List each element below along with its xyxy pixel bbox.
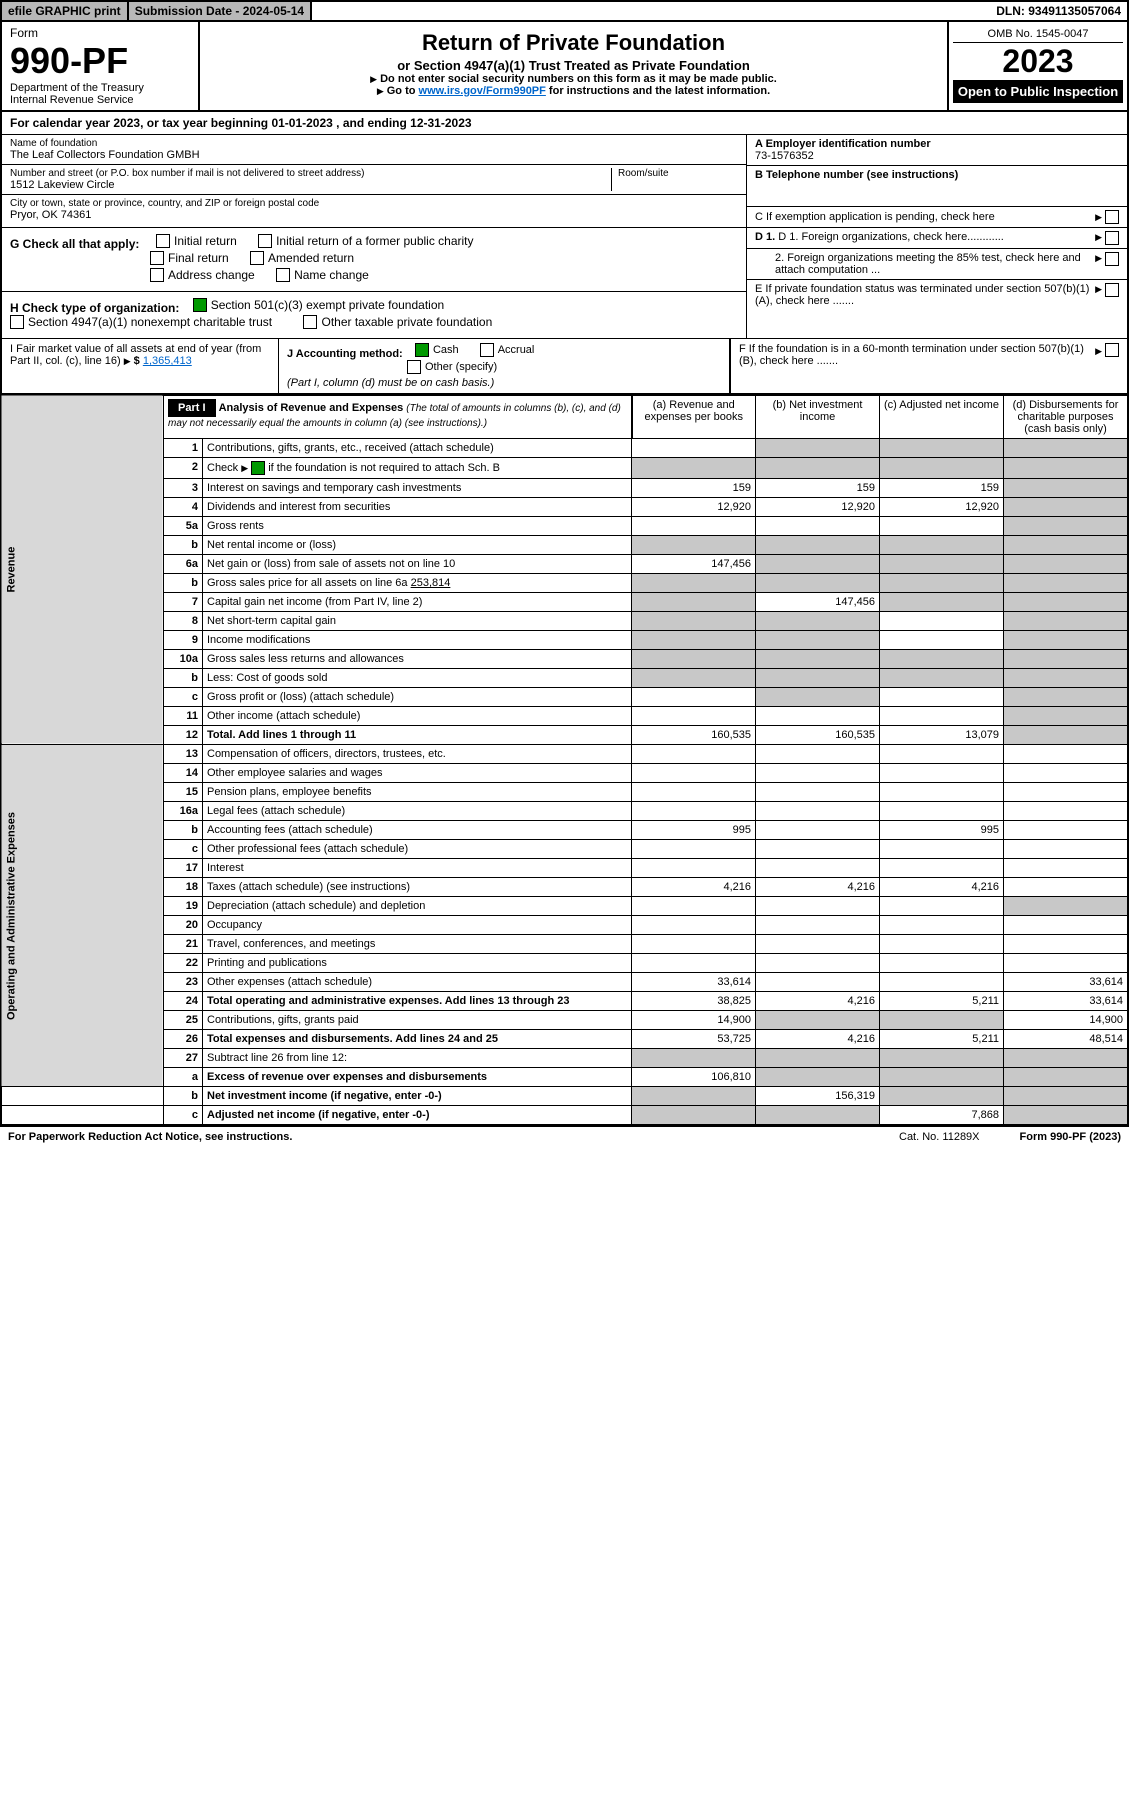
l6b-val: 253,814 — [411, 577, 451, 589]
city-state: Pryor, OK 74361 — [10, 209, 738, 221]
d2: 2. Foreign organizations meeting the 85%… — [755, 252, 1095, 276]
name-label: Name of foundation — [10, 138, 738, 149]
f-label: F If the foundation is in a 60-month ter… — [739, 343, 1095, 367]
footer-right: Form 990-PF (2023) — [1020, 1131, 1121, 1143]
cb-cash[interactable] — [415, 343, 429, 357]
c-label: C If exemption application is pending, c… — [755, 211, 1095, 223]
form-number: 990-PF — [10, 40, 190, 82]
calendar-year: For calendar year 2023, or tax year begi… — [0, 112, 1129, 135]
cb-4947[interactable] — [10, 315, 24, 329]
cb-accrual[interactable] — [480, 343, 494, 357]
c-checkbox[interactable] — [1105, 210, 1119, 224]
cb-e[interactable] — [1105, 283, 1119, 297]
j-note: (Part I, column (d) must be on cash basi… — [287, 377, 494, 389]
cb-501c3[interactable] — [193, 298, 207, 312]
cb-other-tax[interactable] — [303, 315, 317, 329]
form-header: Form 990-PF Department of the Treasury I… — [0, 22, 1129, 112]
i-j-block: I Fair market value of all assets at end… — [0, 339, 1129, 394]
ein-label: A Employer identification number — [755, 138, 931, 150]
foundation-name: The Leaf Collectors Foundation GMBH — [10, 149, 738, 161]
open-public: Open to Public Inspection — [953, 80, 1123, 103]
note-ssn: Do not enter social security numbers on … — [210, 73, 937, 85]
cb-amended[interactable] — [250, 251, 264, 265]
e-label: E If private foundation status was termi… — [755, 283, 1095, 307]
revenue-expense-table: Revenue Part I Analysis of Revenue and E… — [0, 394, 1129, 1126]
cb-other-acct[interactable] — [407, 360, 421, 374]
dln: DLN: 93491135057064 — [990, 2, 1127, 20]
irs-link[interactable]: www.irs.gov/Form990PF — [419, 85, 546, 97]
h-label: H Check type of organization: — [10, 301, 179, 315]
expenses-vlabel: Operating and Administrative Expenses — [1, 745, 164, 1087]
irs: Internal Revenue Service — [10, 94, 190, 106]
footer-left: For Paperwork Reduction Act Notice, see … — [8, 1131, 292, 1143]
col-c: (c) Adjusted net income — [880, 395, 1004, 439]
tax-year: 2023 — [953, 43, 1123, 80]
cb-initial-former[interactable] — [258, 234, 272, 248]
cb-address[interactable] — [150, 268, 164, 282]
footer-mid: Cat. No. 11289X — [899, 1131, 980, 1143]
cb-schb[interactable] — [251, 461, 265, 475]
cb-final[interactable] — [150, 251, 164, 265]
part1-title: Analysis of Revenue and Expenses — [219, 402, 404, 414]
col-b: (b) Net investment income — [756, 395, 880, 439]
efile-print[interactable]: efile GRAPHIC print — [2, 2, 129, 20]
city-label: City or town, state or province, country… — [10, 198, 738, 209]
cb-name[interactable] — [276, 268, 290, 282]
note-link: Go to www.irs.gov/Form990PF for instruct… — [210, 85, 937, 97]
i-value[interactable]: 1,365,413 — [143, 355, 192, 367]
form-label: Form — [10, 26, 190, 40]
cb-d1[interactable] — [1105, 231, 1119, 245]
cb-initial[interactable] — [156, 234, 170, 248]
j-label: J Accounting method: — [287, 348, 403, 360]
room-label: Room/suite — [618, 168, 738, 179]
form-subtitle: or Section 4947(a)(1) Trust Treated as P… — [210, 58, 937, 73]
col-d: (d) Disbursements for charitable purpose… — [1004, 395, 1129, 439]
col-a: (a) Revenue and expenses per books — [632, 395, 756, 439]
info-block: Name of foundation The Leaf Collectors F… — [0, 135, 1129, 228]
cb-d2[interactable] — [1105, 252, 1119, 266]
revenue-vlabel: Revenue — [1, 395, 164, 745]
submission-date: Submission Date - 2024-05-14 — [129, 2, 312, 20]
footer: For Paperwork Reduction Act Notice, see … — [0, 1126, 1129, 1147]
form-title: Return of Private Foundation — [210, 30, 937, 56]
tel-label: B Telephone number (see instructions) — [755, 169, 958, 181]
top-bar: efile GRAPHIC print Submission Date - 20… — [0, 0, 1129, 22]
g-label: G Check all that apply: — [10, 237, 139, 251]
street-address: 1512 Lakeview Circle — [10, 179, 611, 191]
omb-no: OMB No. 1545-0047 — [953, 26, 1123, 43]
dept: Department of the Treasury — [10, 82, 190, 94]
form-page: efile GRAPHIC print Submission Date - 20… — [0, 0, 1129, 1147]
cb-f[interactable] — [1105, 343, 1119, 357]
addr-label: Number and street (or P.O. box number if… — [10, 168, 611, 179]
ein: 73-1576352 — [755, 150, 814, 162]
part1-label: Part I — [168, 399, 216, 417]
g-h-block: G Check all that apply: Initial return I… — [0, 228, 1129, 339]
